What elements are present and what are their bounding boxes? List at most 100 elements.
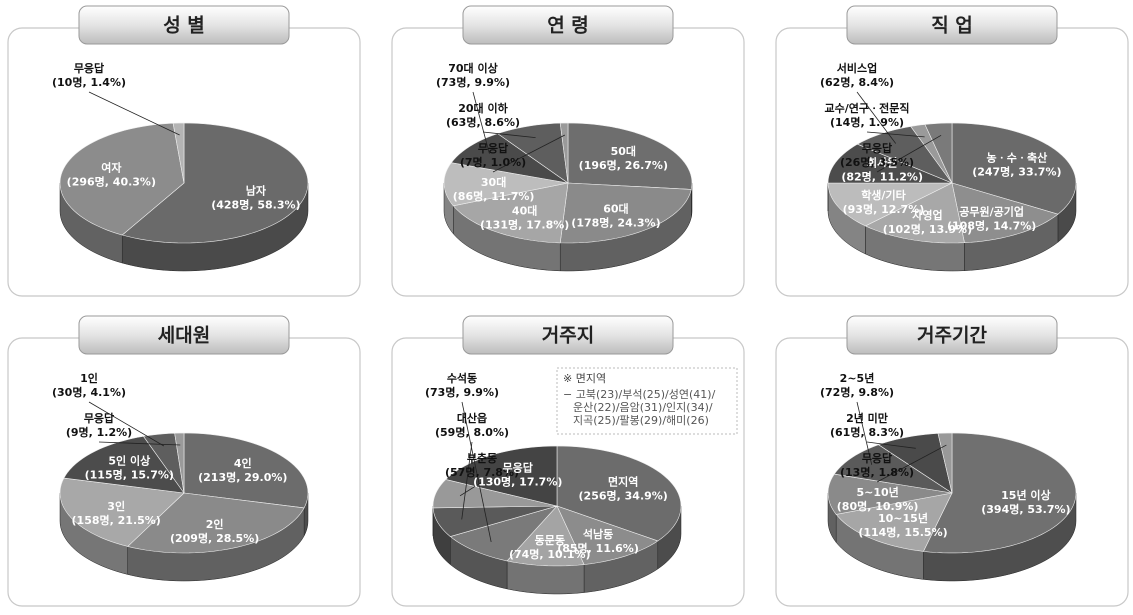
pie-slice [496, 122, 569, 184]
leader-line [472, 91, 490, 154]
pie-panel: 연 령 50대(196명, 26.7%) 60대(178명, 24.3%) 40대(1… [391, 5, 745, 297]
title-tab [462, 5, 674, 45]
chart-title: 세대원 [158, 325, 210, 347]
slice-label: 수석동 [447, 371, 477, 385]
slice-label: 여자 [101, 160, 122, 174]
leader-line [461, 401, 492, 542]
slice-value-label: (62명, 8.4%) [820, 75, 894, 89]
slice-value-label: (115명, 15.7%) [85, 468, 174, 482]
pie-slice [877, 433, 953, 494]
slice-label: 무응답 [862, 451, 892, 465]
slice-value-label: (131명, 17.8%) [480, 217, 569, 231]
chart-title: 거주지 [542, 325, 594, 347]
pie-slice [121, 122, 309, 244]
leader-line [866, 131, 925, 138]
pie-slice [59, 122, 185, 236]
pie-slice [827, 182, 953, 227]
slice-value-label: (108명, 14.7%) [947, 218, 1036, 232]
slice-label: 1인 [80, 371, 98, 385]
pie-slice [432, 505, 558, 537]
slice-label: 5인 이상 [108, 454, 150, 468]
pie-slice [183, 432, 309, 509]
slice-label: 동문동 [535, 534, 565, 547]
slice-label: 회사원 [867, 156, 897, 170]
title-tab [846, 315, 1058, 355]
slice-value-label: (10명, 1.4%) [52, 75, 126, 89]
slice-label: 남자 [246, 183, 267, 197]
slice-label: 4인 [234, 456, 252, 470]
slice-label: 공무원/공기업 [959, 204, 1024, 218]
slice-value-label: (114명, 15.5%) [858, 525, 947, 539]
pie-slice [449, 505, 558, 562]
leader-line [876, 444, 947, 483]
slice-value-label: (30명, 4.1%) [52, 385, 126, 399]
pie-slice [951, 122, 1077, 215]
pie-slice [922, 432, 1077, 554]
pie-slice [924, 122, 953, 184]
pie-panel: 성 별남자(428명, 58.3%) 여자(296명, 40.3%) 무응답(10명… [7, 5, 361, 297]
pie-slice [127, 492, 305, 554]
slice-value-label: (394명, 53.7%) [981, 502, 1070, 516]
slice-value-label: (256명, 34.9%) [579, 489, 668, 503]
slice-value-label: (9명, 1.2%) [66, 425, 132, 439]
pie-slice [559, 182, 692, 244]
leader-line [856, 401, 873, 465]
slice-value-label: (73명, 9.9%) [425, 385, 499, 399]
pie-slice [63, 435, 185, 494]
pie-slice [452, 182, 569, 244]
pie-slice [864, 182, 965, 244]
leader-line [459, 481, 483, 497]
slice-value-label: (13명, 1.8%) [840, 465, 914, 479]
slice-value-label: (59명, 8.0%) [435, 425, 509, 439]
leader-line [876, 134, 942, 173]
slice-value-label: (158명, 21.5%) [72, 513, 161, 527]
slice-value-label: (63명, 8.6%) [446, 115, 520, 129]
slice-label: 대산읍 [457, 411, 487, 425]
slice-label: 면지역 [608, 475, 638, 489]
title-tab [78, 5, 290, 45]
slice-value-label: (85명, 11.6%) [557, 541, 639, 555]
pie-slice [506, 505, 585, 567]
slice-label: 교수/연구ㆍ전문직 [825, 101, 910, 115]
slice-value-label: (82명, 11.2%) [841, 170, 923, 184]
leader-line [88, 401, 165, 447]
slice-label: 30대 [481, 175, 506, 189]
slice-value-label: (428명, 58.3%) [211, 197, 300, 211]
slice-label: 5~10년 [856, 485, 898, 499]
slice-value-label: (102명, 13.9%) [883, 222, 972, 236]
note-title: ※ 면지역 [563, 372, 606, 385]
pie-slice [556, 505, 659, 565]
slice-value-label: (247명, 33.7%) [972, 164, 1061, 178]
slice-value-label: (74명, 10.1%) [509, 547, 591, 561]
chart-title: 직 업 [931, 15, 973, 37]
pie-slice [142, 432, 185, 494]
slice-value-label: (26명, 3.5%) [840, 155, 914, 169]
leader-line [98, 441, 181, 446]
chart-title: 연 령 [547, 15, 589, 37]
title-tab [78, 315, 290, 355]
slice-label: 15년 이상 [1001, 488, 1051, 502]
slice-label: 무응답 [862, 141, 892, 155]
slice-label: 농ㆍ수ㆍ축산 [986, 150, 1047, 164]
pie-slice [827, 143, 953, 184]
title-tab [846, 5, 1058, 45]
pie-slice [556, 445, 682, 542]
pie-slice [445, 445, 558, 507]
slice-value-label: (7명, 1.0%) [460, 155, 526, 169]
slice-value-label: (86명, 11.7%) [453, 189, 535, 203]
slice-value-label: (80명, 10.9%) [837, 499, 919, 513]
pie-slice [559, 122, 569, 184]
slice-label: 40대 [512, 203, 537, 217]
slice-label: 부춘동 [467, 451, 497, 465]
note-box [556, 367, 738, 435]
leader-line [856, 91, 897, 144]
chart-title: 거주기간 [917, 325, 987, 347]
slice-label: 무응답 [74, 61, 104, 75]
pie-slice [450, 133, 569, 184]
slice-value-label: (57명, 7.8%) [445, 465, 519, 479]
slice-label: 10~15년 [878, 511, 928, 525]
note-line: 운산(22)/음암(31)/인지(34)/ [573, 401, 713, 414]
slice-label: 2인 [206, 517, 224, 531]
slice-label: 학생/기타 [861, 188, 906, 202]
